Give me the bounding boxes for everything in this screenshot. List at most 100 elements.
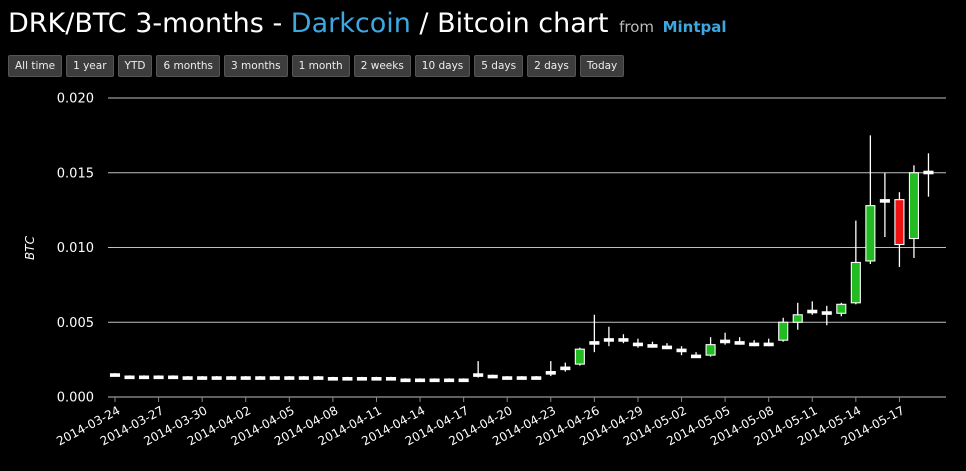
- candle[interactable]: [647, 341, 658, 348]
- candle[interactable]: [691, 352, 702, 359]
- candle[interactable]: [429, 378, 440, 383]
- candle[interactable]: [400, 378, 411, 383]
- candle[interactable]: [850, 220, 861, 305]
- candle[interactable]: [879, 172, 890, 238]
- candle[interactable]: [705, 337, 716, 357]
- range-button-ytd[interactable]: YTD: [117, 55, 153, 77]
- range-button-all-time[interactable]: All time: [8, 55, 63, 77]
- candle[interactable]: [749, 340, 760, 347]
- candle[interactable]: [807, 301, 818, 315]
- candle[interactable]: [545, 361, 556, 377]
- candle[interactable]: [342, 376, 353, 381]
- candle[interactable]: [865, 135, 876, 264]
- candle[interactable]: [255, 376, 266, 380]
- candle[interactable]: [720, 332, 731, 345]
- candle[interactable]: [327, 376, 338, 381]
- candle-body: [516, 376, 527, 380]
- candle-body: [618, 338, 629, 342]
- range-button-2-days[interactable]: 2 days: [527, 55, 576, 77]
- candle-body: [661, 345, 673, 350]
- range-button-3-months[interactable]: 3 months: [224, 55, 288, 77]
- candle-body: [560, 366, 571, 371]
- candle[interactable]: [182, 376, 193, 380]
- candle[interactable]: [923, 153, 934, 197]
- candle-body: [850, 261, 861, 304]
- candle[interactable]: [676, 346, 687, 356]
- candle[interactable]: [473, 361, 484, 378]
- candle[interactable]: [908, 165, 919, 258]
- candle-body: [908, 172, 919, 240]
- candle[interactable]: [589, 314, 600, 353]
- candle[interactable]: [632, 338, 643, 348]
- candle[interactable]: [763, 338, 774, 347]
- candle[interactable]: [618, 334, 629, 344]
- candle[interactable]: [211, 376, 222, 380]
- y-tick-label: 0.020: [57, 92, 94, 107]
- candle[interactable]: [792, 302, 803, 330]
- candle-body: [313, 376, 324, 380]
- candle[interactable]: [313, 376, 324, 380]
- candle-body: [734, 341, 745, 345]
- candle[interactable]: [124, 375, 135, 380]
- range-button-6-months[interactable]: 6 months: [156, 55, 221, 77]
- candle-body: [255, 376, 266, 380]
- candle-body: [168, 375, 179, 380]
- candle-body: [458, 378, 469, 383]
- candle[interactable]: [516, 376, 527, 380]
- candle[interactable]: [298, 376, 309, 380]
- candle-body: [603, 338, 614, 342]
- candle[interactable]: [109, 373, 121, 377]
- candle-body: [589, 341, 600, 345]
- candle-body: [298, 376, 309, 380]
- candle-body: [371, 377, 382, 381]
- candle[interactable]: [778, 317, 789, 342]
- candle[interactable]: [385, 376, 397, 381]
- candle[interactable]: [197, 376, 208, 380]
- candle[interactable]: [269, 376, 280, 380]
- candle[interactable]: [836, 302, 847, 317]
- candle[interactable]: [574, 347, 585, 366]
- candle[interactable]: [240, 376, 251, 380]
- candles: [109, 135, 934, 383]
- candle-body: [211, 376, 222, 380]
- range-button-1-year[interactable]: 1 year: [66, 55, 114, 77]
- candle-body: [109, 373, 121, 377]
- candle[interactable]: [531, 376, 542, 380]
- candle-body: [415, 378, 426, 383]
- candle[interactable]: [139, 375, 150, 380]
- candle[interactable]: [502, 376, 513, 380]
- candle[interactable]: [894, 192, 905, 267]
- candle[interactable]: [603, 326, 614, 347]
- candle[interactable]: [661, 343, 673, 350]
- candle[interactable]: [487, 374, 498, 379]
- candle[interactable]: [371, 376, 382, 381]
- candle[interactable]: [560, 362, 571, 372]
- range-selector: All time 1 year YTD 6 months 3 months 1 month…: [8, 55, 625, 77]
- y-tick-label: 0.005: [57, 316, 94, 331]
- candle[interactable]: [444, 378, 455, 383]
- candle[interactable]: [153, 375, 164, 380]
- candle-body: [632, 342, 643, 347]
- title-pair: DRK/BTC: [8, 8, 127, 39]
- range-button-5-days[interactable]: 5 days: [474, 55, 524, 77]
- range-button-1-month[interactable]: 1 month: [291, 55, 350, 77]
- candle-body: [894, 199, 905, 246]
- title-base-coin[interactable]: Darkcoin: [290, 8, 411, 39]
- candle[interactable]: [356, 376, 367, 381]
- candle-body: [182, 376, 193, 380]
- candle-body: [197, 376, 208, 380]
- candle[interactable]: [415, 378, 426, 383]
- source-link[interactable]: Mintpal: [662, 18, 727, 36]
- candle[interactable]: [168, 375, 179, 380]
- range-button-2-weeks[interactable]: 2 weeks: [353, 55, 411, 77]
- range-button-10-days[interactable]: 10 days: [414, 55, 471, 77]
- range-button-today[interactable]: Today: [579, 55, 625, 77]
- candle[interactable]: [821, 305, 832, 326]
- candle[interactable]: [458, 378, 469, 383]
- candle-body: [385, 377, 397, 381]
- candle[interactable]: [734, 337, 745, 345]
- candle[interactable]: [226, 376, 237, 380]
- candle-body: [778, 321, 789, 341]
- candle[interactable]: [284, 376, 295, 380]
